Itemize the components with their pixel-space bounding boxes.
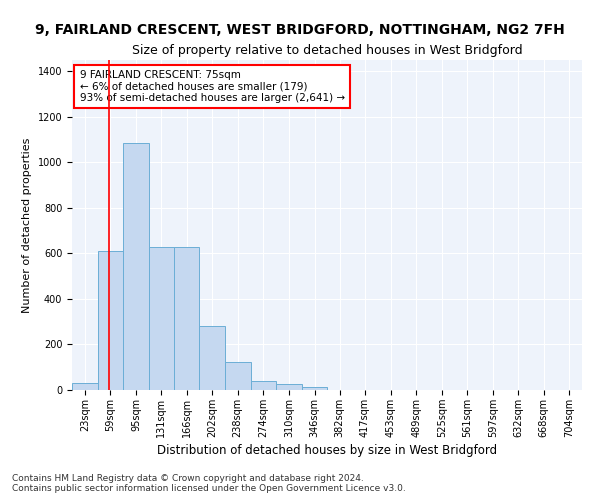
Bar (251, 381, 276, 390)
Bar (302, 386, 328, 390)
Bar (98, 250, 123, 390)
X-axis label: Distribution of detached houses by size in West Bridgford: Distribution of detached houses by size … (157, 444, 497, 457)
Bar (225, 362, 251, 390)
Bar (174, 246, 199, 390)
Text: 9 FAIRLAND CRESCENT: 75sqm
← 6% of detached houses are smaller (179)
93% of semi: 9 FAIRLAND CRESCENT: 75sqm ← 6% of detac… (80, 70, 345, 103)
Bar (72, 383, 98, 390)
Bar (199, 326, 225, 390)
Text: 9, FAIRLAND CRESCENT, WEST BRIDGFORD, NOTTINGHAM, NG2 7FH: 9, FAIRLAND CRESCENT, WEST BRIDGFORD, NO… (35, 22, 565, 36)
Text: Contains HM Land Registry data © Crown copyright and database right 2024.: Contains HM Land Registry data © Crown c… (12, 474, 364, 483)
Title: Size of property relative to detached houses in West Bridgford: Size of property relative to detached ho… (131, 44, 523, 58)
Y-axis label: Number of detached properties: Number of detached properties (22, 138, 32, 312)
Text: Contains public sector information licensed under the Open Government Licence v3: Contains public sector information licen… (12, 484, 406, 493)
Bar (276, 384, 302, 390)
Bar (123, 143, 149, 390)
Bar (149, 246, 174, 390)
